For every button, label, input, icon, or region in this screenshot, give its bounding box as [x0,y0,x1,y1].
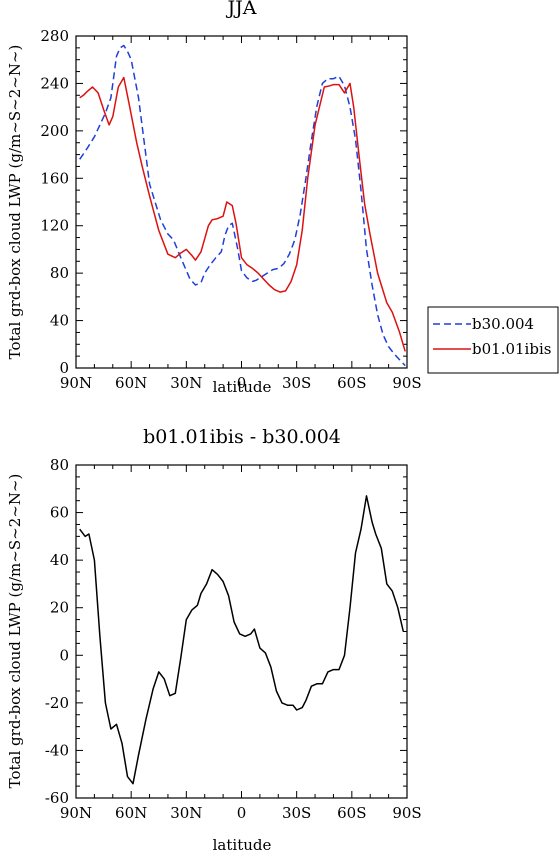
bottom-y-tick-label: 60 [50,504,69,522]
legend-label-b30-004: b30.004 [472,315,534,333]
top-y-tick-label: 120 [40,217,69,235]
top-ticks: 90N 60N 30N 0 30S 60S 90S 0 40 80 120 160 200 240 280 [40,27,421,392]
bottom-x-tick-label: 60N [115,804,147,822]
bottom-y-tick-label: -20 [45,694,69,712]
bottom-y-tick-label: 80 [50,456,69,474]
top-y-axis-label: Total grd-box cloud LWP (g/m~S~2~N~) [6,45,24,360]
top-series-group [79,44,406,367]
top-x-tick-label: 90S [392,374,421,392]
top-chart-title: JJA [226,0,257,19]
bottom-x-tick-label: 30N [170,804,202,822]
top-x-tick-label: 90N [60,374,92,392]
bottom-series-group [79,495,405,785]
bottom-y-tick-label: 40 [50,551,69,569]
legend-box [427,306,559,374]
top-y-tick-label: 280 [40,27,69,45]
top-x-tick-label: 30N [170,374,202,392]
top-x-tick-label: 30S [282,374,311,392]
bottom-series-line-difference [79,495,405,785]
bottom-y-tick-label: -60 [45,789,69,807]
bottom-x-tick-label: 90S [392,804,421,822]
bottom-panel: b01.01ibis - b30.004 90N 60N 30N 0 30S 60S 90S… [6,426,422,851]
bottom-x-axis-label: latitude [213,836,272,851]
bottom-y-tick-label: 0 [59,646,69,664]
bottom-plot-frame [75,464,408,799]
top-series-line-b30-004 [79,44,406,367]
bottom-x-tick-label: 0 [237,804,247,822]
bottom-x-tick-label: 30S [282,804,311,822]
bottom-chart-title: b01.01ibis - b30.004 [143,426,341,448]
bottom-y-tick-label: 20 [50,599,69,617]
top-y-tick-label: 80 [50,264,69,282]
top-x-axis-label: latitude [213,378,272,396]
top-y-tick-label: 0 [59,359,69,377]
top-x-tick-label: 60N [115,374,147,392]
top-x-tick-label: 0 [237,374,247,392]
top-y-tick-label: 240 [40,74,69,92]
bottom-x-tick-label: 60S [337,804,366,822]
top-y-tick-label: 40 [50,312,69,330]
top-y-tick-label: 200 [40,122,69,140]
legend: b30.004 b01.01ibis [427,306,559,374]
bottom-x-tick-label: 90N [60,804,92,822]
top-panel: JJA 90N 60N 30N 0 30S 60S 90S 0 40 80 120 160 200 240… [6,0,559,396]
top-y-tick-label: 160 [40,169,69,187]
bottom-ticks: 90N 60N 30N 0 30S 60S 90S -60 -40 -20 0 20 40 60 80 [45,456,422,822]
top-x-tick-label: 60S [337,374,366,392]
top-series-line-b01-01ibis [79,76,406,352]
bottom-y-tick-label: -40 [45,741,69,759]
bottom-y-axis-label: Total grd-box cloud LWP (g/m~S~2~N~) [6,474,24,789]
legend-label-b01-01ibis: b01.01ibis [472,340,551,358]
